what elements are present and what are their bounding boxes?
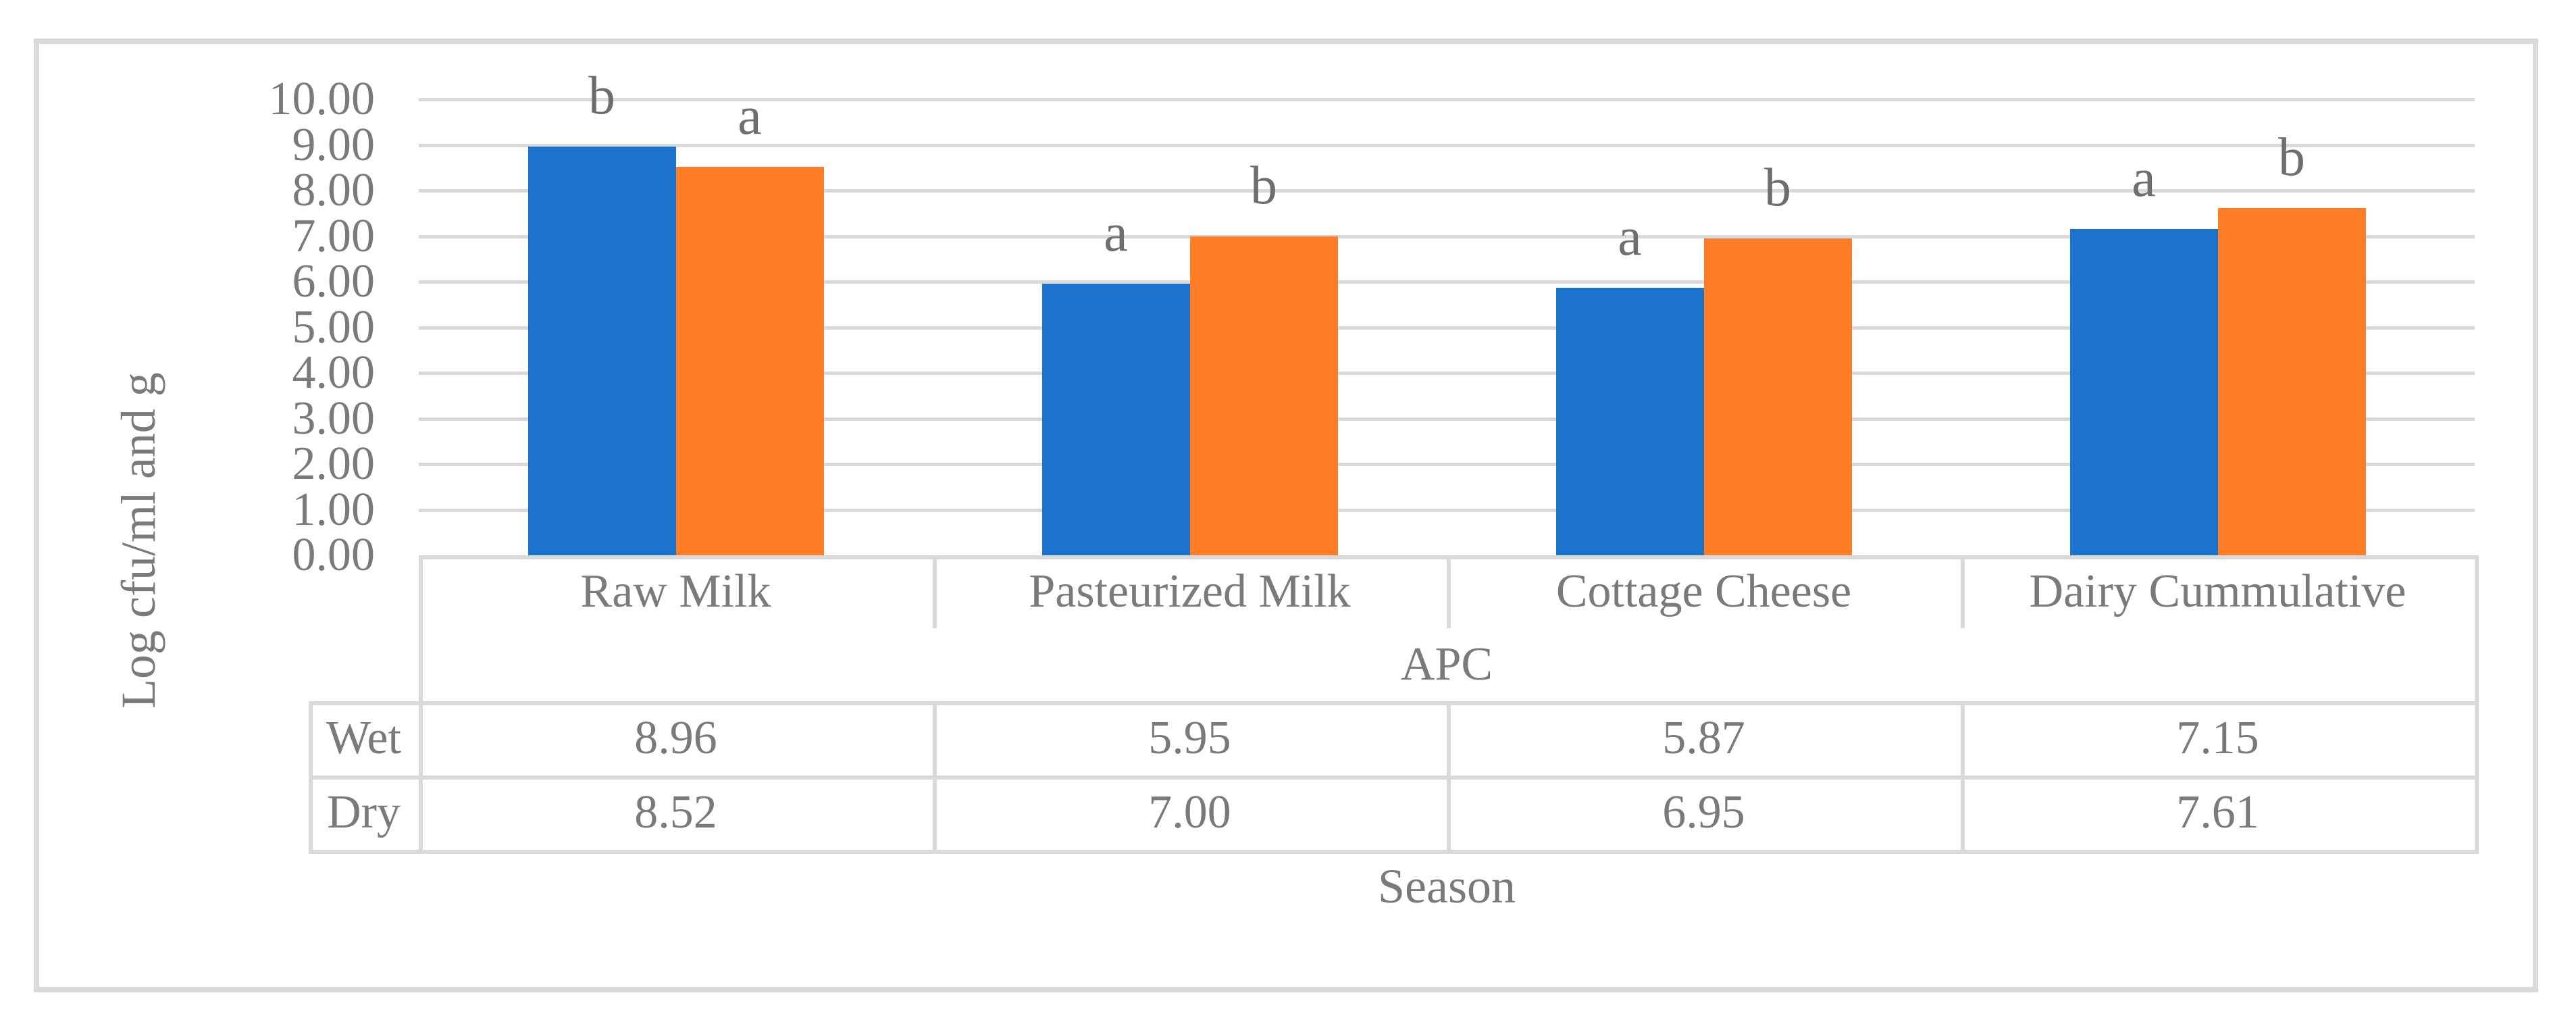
gridline-5 bbox=[419, 326, 2475, 330]
gridline-6 bbox=[419, 280, 2475, 284]
table-row-border-2 bbox=[309, 775, 2479, 780]
y-axis-tick-label-0.00: 0.00 bbox=[292, 529, 376, 581]
y-axis-tick-label-8.00: 8.00 bbox=[292, 164, 376, 216]
y-axis-tick-label-5.00: 5.00 bbox=[292, 301, 376, 353]
y-axis-tick-label-10.00: 10.00 bbox=[268, 73, 376, 125]
category-label-0: Raw Milk bbox=[580, 565, 771, 617]
significance-letter-dry-2: b bbox=[1764, 157, 1791, 218]
category-divider-bottom-2 bbox=[1447, 701, 1451, 854]
gridline-1 bbox=[419, 508, 2475, 512]
category-label-2: Cottage Cheese bbox=[1555, 565, 1852, 617]
table-cell-wet-0: 8.96 bbox=[634, 712, 717, 764]
gridline-9 bbox=[419, 143, 2475, 147]
gridline-7 bbox=[419, 234, 2475, 238]
bar-dry-1 bbox=[1189, 236, 1338, 555]
category-label-3: Dairy Cummulative bbox=[2029, 565, 2406, 617]
table-cell-wet-3: 7.15 bbox=[2176, 712, 2259, 764]
y-axis-title: Log cfu/ml and g bbox=[111, 372, 165, 709]
y-axis-tick-label-7.00: 7.00 bbox=[292, 209, 376, 262]
chart-outer-border bbox=[34, 39, 2538, 992]
table-cell-dry-3: 7.61 bbox=[2176, 786, 2259, 838]
table-row-border-1 bbox=[309, 701, 2479, 705]
y-axis-tick-label-6.00: 6.00 bbox=[292, 255, 376, 307]
x-axis-title: Season bbox=[1378, 859, 1516, 913]
gridline-8 bbox=[419, 189, 2475, 193]
significance-letter-wet-2: a bbox=[1618, 207, 1642, 267]
gridline-10 bbox=[419, 98, 2475, 101]
bar-dry-0 bbox=[675, 166, 824, 555]
bar-dry-3 bbox=[2217, 208, 2366, 555]
bar-dry-2 bbox=[1703, 238, 1852, 555]
significance-letter-dry-1: b bbox=[1250, 155, 1277, 215]
table-left-border bbox=[419, 555, 423, 854]
category-divider-top-3 bbox=[1961, 555, 1965, 628]
significance-letter-dry-3: b bbox=[2278, 128, 2305, 188]
bar-wet-3 bbox=[2069, 229, 2218, 555]
series-row-label-wet: Wet bbox=[326, 712, 401, 764]
y-axis-tick-label-1.00: 1.00 bbox=[292, 483, 376, 536]
category-divider-bottom-1 bbox=[933, 701, 937, 854]
category-label-1: Pasteurized Milk bbox=[1029, 565, 1351, 617]
gridline-4 bbox=[419, 372, 2475, 375]
table-cell-dry-2: 6.95 bbox=[1662, 786, 1745, 838]
y-axis-tick-label-3.00: 3.00 bbox=[292, 392, 376, 444]
y-axis-tick-label-2.00: 2.00 bbox=[292, 438, 376, 490]
significance-letter-wet-1: a bbox=[1104, 203, 1128, 263]
table-bottom-border bbox=[309, 850, 2479, 854]
bar-wet-0 bbox=[527, 147, 676, 555]
bar-wet-1 bbox=[1041, 284, 1190, 555]
category-divider-top-2 bbox=[1447, 555, 1451, 628]
category-divider-top-1 bbox=[933, 555, 937, 628]
gridline-3 bbox=[419, 417, 2475, 421]
table-right-border bbox=[2475, 555, 2479, 854]
bar-wet-2 bbox=[1555, 287, 1704, 555]
gridline-2 bbox=[419, 463, 2475, 466]
x-axis-group-label: APC bbox=[1400, 638, 1493, 690]
y-axis-tick-label-4.00: 4.00 bbox=[292, 347, 376, 399]
significance-letter-wet-3: a bbox=[2132, 149, 2156, 209]
table-cell-wet-1: 5.95 bbox=[1148, 712, 1231, 764]
table-label-column-left-border bbox=[309, 701, 313, 854]
category-divider-bottom-3 bbox=[1961, 701, 1965, 854]
significance-letter-dry-0: a bbox=[738, 86, 762, 146]
significance-letter-wet-0: b bbox=[588, 66, 615, 126]
table-cell-wet-2: 5.87 bbox=[1662, 712, 1745, 764]
y-axis-tick-label-9.00: 9.00 bbox=[292, 118, 376, 171]
series-row-label-dry: Dry bbox=[327, 786, 401, 838]
table-cell-dry-1: 7.00 bbox=[1148, 786, 1231, 838]
table-cell-dry-0: 8.52 bbox=[634, 786, 717, 838]
